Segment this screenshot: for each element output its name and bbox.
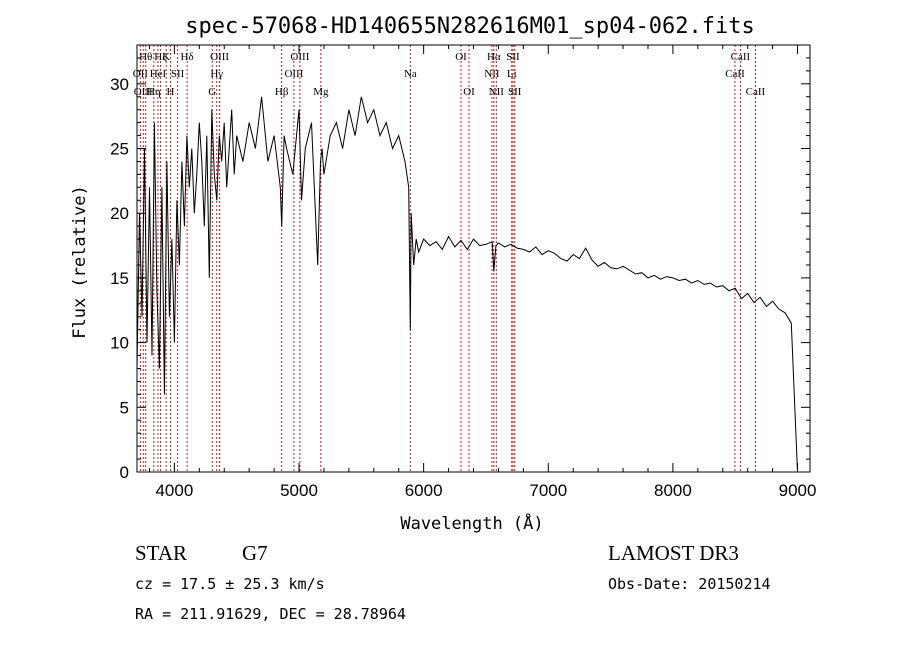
spectral-line-label: OIII	[290, 51, 309, 63]
plot-frame	[136, 44, 811, 473]
spectral-line-label: OI	[455, 51, 467, 63]
spectral-line-label: OI	[463, 86, 475, 98]
object-subclass: G7	[242, 541, 268, 565]
spectral-line-label: CaII	[731, 51, 751, 63]
y-tick-label: 25	[110, 140, 129, 159]
spectral-line-label: CaII	[746, 86, 766, 98]
spectral-line-label: Hζ	[154, 51, 167, 63]
spectral-line-label: H	[167, 86, 175, 98]
survey-name: LAMOST DR3	[608, 541, 739, 565]
x-tick-label: 6000	[405, 481, 443, 500]
y-axis-label: Flux (relative)	[70, 185, 90, 339]
spectral-line-label: Hθ	[139, 51, 152, 63]
spectral-line-label: Hα	[487, 51, 501, 63]
x-tick-label: 7000	[529, 481, 567, 500]
spectral-line-label: Hγ	[210, 68, 223, 80]
spectral-line-markers: OIIOIIIHθHηHeIHζKHSIIHδGHγOIIIHβOIIIOIII…	[133, 45, 766, 472]
spectral-line-label: SII	[508, 86, 522, 98]
object-class: STAR	[135, 541, 187, 565]
y-tick-label: 0	[120, 463, 129, 482]
observation-date: Obs-Date: 20150214	[608, 575, 771, 593]
spectral-line-label: Hβ	[275, 86, 289, 98]
spectral-line-label: Li	[507, 68, 517, 80]
spectral-line-label: SII	[171, 68, 185, 80]
y-tick-label: 20	[110, 204, 129, 223]
spectral-line-label: Hδ	[181, 51, 194, 63]
axis-ticks: 4000 5000 6000 7000 8000 9000 0 5 10 15 20 25 30	[110, 45, 816, 500]
flux-line	[136, 96, 798, 473]
ra-dec-coordinates: RA = 211.91629, DEC = 28.78964	[135, 605, 406, 623]
y-tick-label: 10	[110, 334, 129, 353]
spectral-line-label: HeI	[150, 68, 167, 80]
spectral-line-label: K	[162, 51, 170, 63]
x-axis-label: Wavelength (Å)	[400, 512, 543, 534]
spectral-line-label: NII	[484, 68, 500, 80]
y-tick-label: 5	[120, 398, 129, 417]
spectral-line-label: OIII	[284, 68, 303, 80]
x-tick-label: 5000	[280, 481, 318, 500]
spectral-line-label: Hη	[147, 86, 161, 98]
redshift-cz: cz = 17.5 ± 25.3 km/s	[135, 575, 325, 593]
spectral-line-label: Mg	[313, 86, 329, 98]
spectral-line-label: CaII	[725, 68, 745, 80]
x-tick-label: 9000	[779, 481, 817, 500]
x-tick-label: 8000	[654, 481, 692, 500]
x-tick-label: 4000	[155, 481, 193, 500]
spectral-line-label: OIII	[210, 51, 229, 63]
y-tick-label: 30	[110, 75, 129, 94]
spectral-line-label: NII	[489, 86, 505, 98]
spectral-line-label: SII	[506, 51, 520, 63]
spectral-line-label: G	[208, 86, 216, 98]
spectral-line-label: OIII	[134, 86, 153, 98]
chart-title: spec-57068-HD140655N282616M01_sp04-062.f…	[185, 14, 755, 39]
spectral-line-label: Na	[404, 68, 417, 80]
y-tick-label: 15	[110, 269, 129, 288]
flux-series	[136, 96, 798, 473]
